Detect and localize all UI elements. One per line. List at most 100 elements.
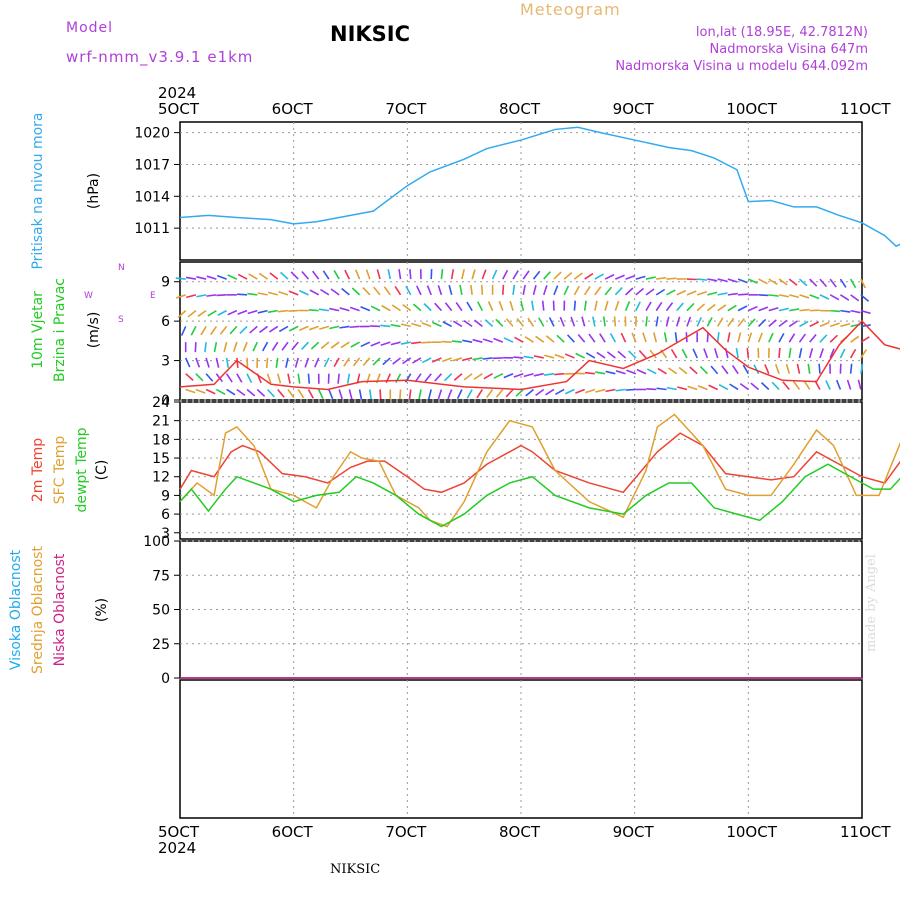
wind-arrow: [642, 332, 647, 343]
wind-arrow: [624, 301, 631, 311]
wind-arrow: [451, 340, 462, 343]
wind-arrow: [516, 317, 524, 327]
wind-arrow: [636, 368, 647, 375]
wind-arrow: [737, 305, 748, 312]
wind-arrow: [185, 276, 197, 280]
wind-arrow: [200, 325, 207, 336]
wind-arrow: [267, 309, 278, 314]
wind-arrow: [839, 294, 850, 301]
wind-arrow: [379, 389, 382, 400]
wind-arrow: [653, 332, 658, 343]
x-tick-bottom: 9OCT: [613, 823, 655, 841]
wind-arrow: [520, 300, 525, 311]
wind-arrow: [380, 324, 391, 328]
wind-arrow: [699, 366, 708, 375]
wind-arrow: [307, 389, 314, 399]
wind-arrow: [594, 300, 598, 311]
wind-arrow: [687, 385, 698, 391]
wind-arrow: [713, 348, 719, 359]
wind-arrow: [442, 357, 452, 363]
wind-arrow: [360, 306, 371, 312]
wind-arrow: [840, 309, 851, 313]
wind-arrow: [515, 388, 524, 397]
wind-arrow: [225, 373, 233, 383]
wind-arrow: [696, 316, 702, 327]
wind-arrow: [573, 300, 577, 311]
wind-arrow: [522, 284, 526, 296]
wind-arrow: [727, 278, 738, 283]
wind-arrow: [301, 341, 310, 351]
wind-arrow: [707, 278, 718, 282]
wind-arrow: [686, 302, 695, 312]
wind-arrow: [483, 373, 493, 380]
wind-arrow: [655, 301, 663, 312]
wind-arrow: [427, 389, 432, 400]
wind-arrow: [343, 357, 351, 367]
wind-arrow: [350, 341, 360, 348]
panel-frame-wind: [179, 261, 863, 401]
x-tick-top: 5OCT: [158, 100, 200, 118]
wind-arrow: [668, 367, 678, 375]
wind-arrow: [635, 275, 646, 280]
wind-arrow: [681, 348, 688, 359]
wind-arrow: [666, 277, 677, 280]
wind-arrow: [771, 381, 780, 391]
wind-arrow: [798, 347, 803, 359]
wind-arrow: [563, 271, 573, 280]
wind-arrow: [573, 285, 580, 296]
model-label: Model: [66, 20, 114, 36]
wind-arrow: [175, 277, 186, 280]
wind-arrow: [532, 270, 541, 280]
wind-arrow: [850, 309, 861, 314]
wind-arrow: [349, 306, 360, 312]
wind-arrow: [297, 373, 301, 384]
station-title: NIKSIC: [330, 22, 411, 46]
wind-arrow: [860, 363, 864, 374]
wind-arrow: [764, 364, 770, 375]
wind-arrow: [808, 348, 814, 359]
wind-arrow: [380, 341, 391, 347]
wind-arrow: [237, 273, 248, 280]
wind-arrow: [434, 302, 443, 312]
wind-arrow: [604, 286, 613, 296]
wind-arrow: [788, 333, 796, 343]
wind-arrow: [351, 287, 361, 296]
wind-arrow: [584, 272, 594, 280]
wind-arrow: [277, 388, 285, 398]
wind-arrow: [472, 338, 483, 343]
wind-arrow: [792, 380, 801, 390]
wind-arrow: [614, 287, 623, 296]
temp-ylabel: (C): [94, 460, 110, 481]
wind-arrow: [278, 291, 289, 296]
wind-arrow: [450, 269, 455, 280]
wind-arrow: [311, 270, 320, 280]
wind-arrow: [577, 333, 586, 343]
wind-arrow: [437, 389, 443, 400]
year-top: 2024: [158, 84, 196, 102]
wind-arrow: [205, 357, 210, 368]
wind-arrow: [638, 349, 647, 359]
wind-arrow: [839, 348, 846, 359]
wind-arrow: [262, 341, 269, 352]
panel-frame-temperature: [179, 401, 863, 540]
wind-arrow: [491, 269, 498, 280]
wind-arrow: [746, 347, 750, 359]
wind-arrow: [194, 342, 197, 353]
wind-arrow: [799, 320, 809, 328]
wind-arrow: [493, 372, 504, 379]
wind-arrow: [588, 333, 596, 343]
wind-arrow: [750, 382, 760, 391]
wind-arrow: [310, 341, 320, 350]
y-tick-label: 24: [152, 395, 170, 411]
y-tick-label: 1014: [134, 189, 170, 205]
wind-arrow: [477, 301, 484, 311]
wind-arrow: [545, 335, 555, 343]
wind-arrow: [819, 348, 824, 359]
wind-arrow: [205, 373, 214, 382]
wind-arrow: [352, 357, 361, 367]
wind-arrow: [452, 357, 463, 362]
y-tick-label: 15: [152, 451, 170, 467]
wind-arrow: [599, 333, 606, 343]
wind-arrow: [431, 357, 442, 363]
